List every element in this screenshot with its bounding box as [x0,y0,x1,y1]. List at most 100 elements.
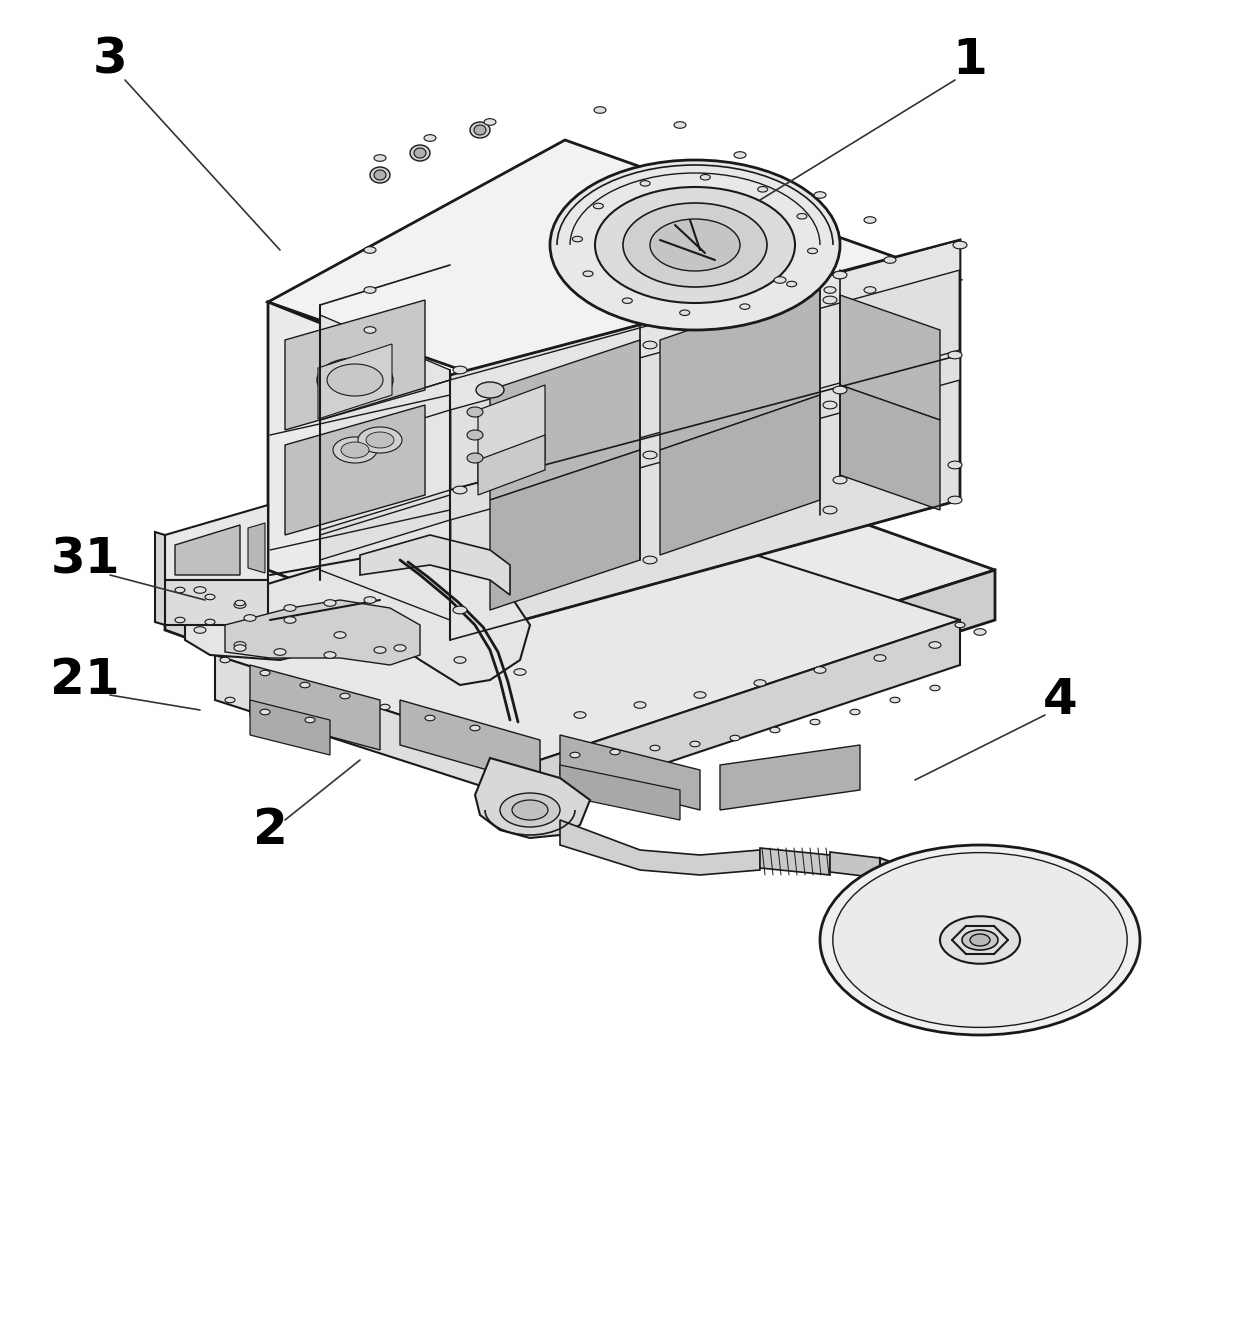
Polygon shape [268,140,960,440]
Ellipse shape [244,615,255,622]
Ellipse shape [414,148,427,157]
Ellipse shape [327,364,383,396]
Ellipse shape [955,622,965,628]
Ellipse shape [758,187,768,192]
Ellipse shape [358,427,402,454]
Ellipse shape [833,271,847,279]
Ellipse shape [234,642,246,648]
Ellipse shape [341,442,370,458]
Ellipse shape [813,192,826,199]
Polygon shape [477,435,546,495]
Ellipse shape [583,271,593,276]
Polygon shape [224,600,420,666]
Polygon shape [839,295,940,420]
Polygon shape [539,570,994,764]
Ellipse shape [644,342,657,350]
Polygon shape [539,620,960,804]
Ellipse shape [274,648,286,655]
Text: 1: 1 [952,36,987,84]
Ellipse shape [454,656,466,663]
Polygon shape [477,386,546,486]
Ellipse shape [334,632,346,638]
Ellipse shape [962,930,998,950]
Ellipse shape [410,145,430,161]
Ellipse shape [205,594,215,600]
Ellipse shape [236,600,246,606]
Ellipse shape [797,213,807,219]
Ellipse shape [424,135,436,141]
Ellipse shape [467,454,484,463]
Ellipse shape [940,916,1021,963]
Ellipse shape [365,247,376,253]
Ellipse shape [810,719,820,724]
Ellipse shape [622,297,632,303]
Ellipse shape [453,366,467,374]
Ellipse shape [324,652,336,658]
Polygon shape [285,300,425,430]
Ellipse shape [374,169,386,180]
Ellipse shape [825,287,836,293]
Ellipse shape [949,351,962,359]
Ellipse shape [823,402,837,408]
Ellipse shape [701,175,711,180]
Text: 21: 21 [50,656,120,704]
Ellipse shape [689,742,701,747]
Polygon shape [560,735,701,810]
Ellipse shape [786,281,796,287]
Ellipse shape [644,451,657,459]
Polygon shape [560,820,760,875]
Ellipse shape [823,506,837,514]
Polygon shape [560,764,680,820]
Polygon shape [250,700,330,755]
Ellipse shape [374,155,386,161]
Ellipse shape [970,934,990,946]
Ellipse shape [644,556,657,564]
Ellipse shape [874,655,887,662]
Ellipse shape [175,618,185,623]
Ellipse shape [512,800,548,820]
Ellipse shape [973,628,986,635]
Ellipse shape [260,670,270,676]
Ellipse shape [680,309,689,316]
Ellipse shape [234,602,246,608]
Ellipse shape [833,386,847,394]
Ellipse shape [694,692,706,698]
Ellipse shape [467,407,484,418]
Ellipse shape [573,236,583,241]
Ellipse shape [224,698,236,703]
Polygon shape [490,340,640,500]
Ellipse shape [570,752,580,758]
Ellipse shape [334,438,377,463]
Ellipse shape [820,844,1140,1035]
Ellipse shape [365,287,376,293]
Polygon shape [165,580,539,764]
Ellipse shape [193,587,206,594]
Polygon shape [320,240,960,450]
Ellipse shape [849,710,861,715]
Polygon shape [880,858,940,900]
Ellipse shape [474,125,486,135]
Ellipse shape [930,686,940,691]
Ellipse shape [366,432,394,448]
Ellipse shape [470,726,480,731]
Polygon shape [165,435,994,715]
Ellipse shape [284,616,296,623]
Ellipse shape [234,644,246,651]
Ellipse shape [823,296,837,304]
Ellipse shape [949,496,962,504]
Ellipse shape [730,735,740,740]
Polygon shape [760,848,830,875]
Text: 4: 4 [1043,676,1078,724]
Text: 31: 31 [50,536,120,584]
Polygon shape [660,285,820,450]
Ellipse shape [379,704,391,710]
Ellipse shape [305,718,315,723]
Polygon shape [830,852,880,878]
Ellipse shape [484,119,496,125]
Ellipse shape [929,642,941,648]
Ellipse shape [205,619,215,624]
Ellipse shape [595,187,795,303]
Ellipse shape [949,462,962,468]
Ellipse shape [754,680,766,686]
Polygon shape [360,535,510,595]
